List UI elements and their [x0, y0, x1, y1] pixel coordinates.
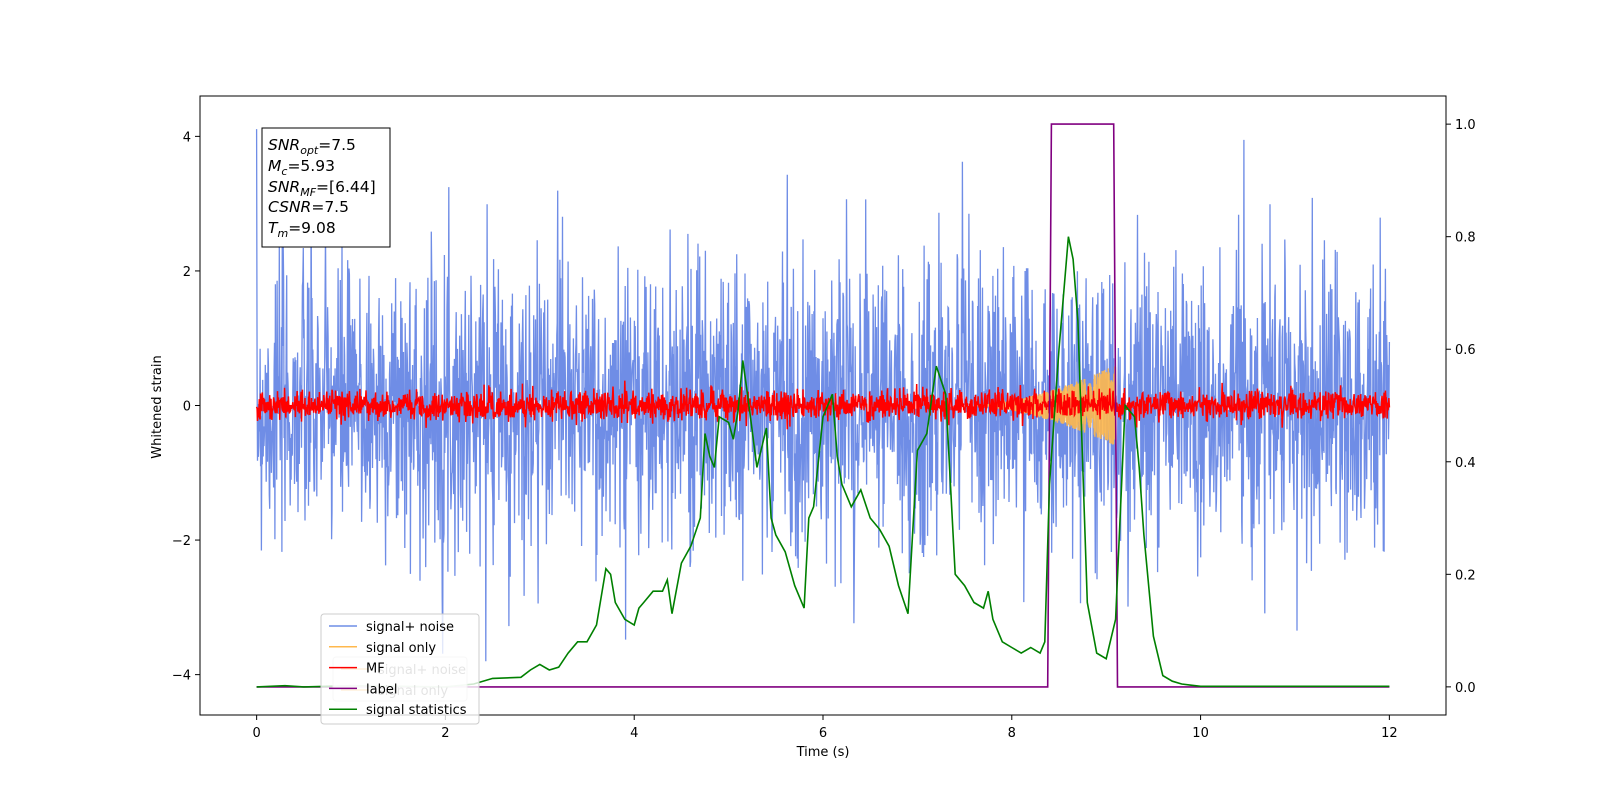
x-tick-label: 12 — [1381, 726, 1398, 741]
y-axis-left: −4 −2 0 2 4 — [172, 130, 200, 684]
y-tick-label: 4 — [183, 130, 191, 145]
info-row: SNRopt=7.5 — [268, 136, 356, 157]
y2-tick-label: 0.6 — [1455, 343, 1476, 358]
x-axis-label: Time (s) — [796, 745, 850, 760]
info-row: CSNR=7.5 — [268, 198, 349, 216]
series-signal-noise — [255, 129, 1391, 662]
plot-area — [255, 123, 1391, 688]
x-tick-label: 2 — [441, 726, 449, 741]
y-tick-label: 2 — [183, 265, 191, 280]
x-tick-label: 4 — [630, 726, 638, 741]
series-mf — [255, 380, 1391, 430]
legend-label: signal only — [366, 641, 436, 656]
info-row: SNRMF=[6.44] — [268, 178, 376, 199]
series-layer — [255, 123, 1391, 688]
x-tick-label: 6 — [819, 726, 827, 741]
x-tick-label: 8 — [1008, 726, 1016, 741]
info-row: Tm=9.08 — [268, 219, 336, 240]
y-tick-label: 0 — [183, 400, 191, 415]
series-label — [256, 123, 1390, 688]
legend-frame — [320, 613, 480, 725]
y-tick-label: −4 — [172, 669, 191, 684]
legend: signal+ noise signal only MF label signal st… — [320, 613, 480, 725]
y2-tick-label: 0.0 — [1455, 681, 1476, 696]
y2-tick-label: 0.4 — [1455, 456, 1476, 471]
x-tick-label: 0 — [252, 726, 260, 741]
legend-label: signal+ noise — [366, 620, 454, 635]
y2-tick-label: 0.2 — [1455, 568, 1476, 583]
x-tick-label: 10 — [1192, 726, 1209, 741]
info-row: Mc=5.93 — [268, 157, 335, 178]
y-axis-label: Whitened strain — [150, 355, 165, 458]
legend-label: signal statistics — [366, 703, 467, 718]
y-axis-right: 0.0 0.2 0.4 0.6 0.8 1.0 — [1446, 118, 1476, 696]
legend-label: MF — [366, 662, 385, 677]
legend-label: label — [366, 682, 397, 697]
y-tick-label: −2 — [172, 534, 191, 549]
series-signal-statistics — [256, 236, 1390, 688]
y2-tick-label: 1.0 — [1455, 118, 1476, 133]
y2-tick-label: 0.8 — [1455, 231, 1476, 246]
info-box-frame — [261, 127, 391, 248]
